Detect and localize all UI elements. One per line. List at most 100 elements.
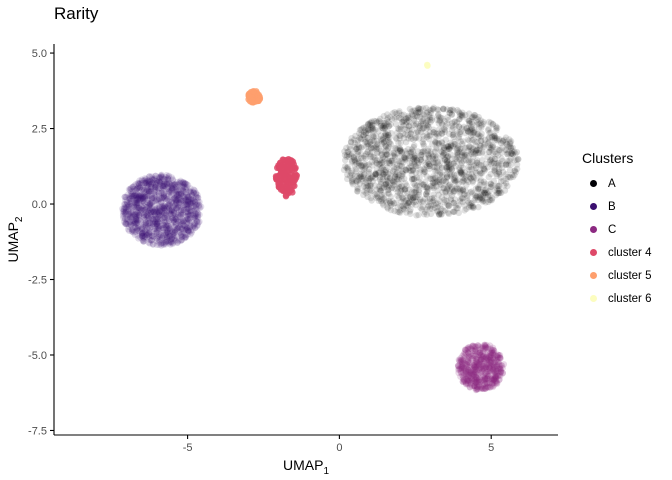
data-point	[477, 194, 484, 202]
data-point	[489, 133, 496, 140]
data-point	[438, 138, 445, 146]
data-point	[423, 206, 430, 213]
data-point	[412, 189, 419, 196]
data-point	[460, 164, 467, 172]
data-point	[465, 120, 473, 127]
data-point	[397, 207, 404, 214]
data-point	[494, 182, 501, 189]
data-point	[419, 111, 427, 118]
data-point	[442, 151, 449, 159]
data-point	[505, 161, 512, 168]
data-point	[343, 164, 350, 172]
data-point	[410, 199, 417, 206]
data-point	[432, 138, 439, 146]
data-point	[435, 139, 442, 147]
data-point	[396, 144, 403, 152]
data-point	[464, 116, 471, 123]
data-point	[356, 174, 363, 181]
data-point	[411, 142, 418, 149]
data-point	[381, 170, 388, 178]
data-point	[433, 183, 440, 190]
data-point	[473, 146, 480, 153]
y-axis-title: UMAP2	[5, 216, 25, 262]
legend-key	[582, 175, 604, 192]
data-point	[446, 187, 453, 194]
data-point	[477, 117, 484, 124]
legend-swatch	[589, 272, 597, 279]
data-point	[425, 202, 432, 209]
data-point	[481, 166, 488, 173]
legend-item: B	[582, 195, 651, 218]
data-point	[344, 152, 351, 159]
data-point	[160, 203, 168, 210]
data-point	[355, 157, 362, 164]
data-point	[364, 149, 371, 156]
data-point	[482, 190, 489, 197]
data-point	[480, 181, 488, 188]
y-tick-label: -5.0	[28, 350, 47, 362]
data-point	[421, 211, 428, 218]
data-point	[437, 202, 444, 210]
data-point	[392, 121, 400, 128]
data-point	[464, 194, 471, 201]
data-point	[450, 187, 458, 195]
data-point	[398, 186, 405, 193]
data-point	[443, 197, 450, 205]
data-point	[401, 186, 408, 193]
data-point	[420, 136, 427, 143]
data-point	[473, 159, 481, 166]
data-point	[388, 201, 395, 208]
data-point	[435, 162, 443, 169]
data-point	[417, 120, 425, 127]
data-point	[466, 173, 473, 180]
data-point	[447, 106, 454, 114]
data-point	[495, 187, 502, 194]
data-point	[250, 88, 257, 95]
data-point	[452, 141, 459, 148]
data-point	[458, 168, 466, 176]
data-point	[408, 111, 416, 118]
data-point	[469, 131, 477, 139]
data-point	[386, 175, 394, 182]
data-point	[408, 108, 415, 115]
y-tick-label: 0.0	[32, 199, 47, 211]
data-point	[494, 190, 501, 197]
data-point	[434, 159, 441, 167]
data-point	[412, 163, 419, 170]
data-point	[430, 159, 437, 167]
data-point	[478, 122, 485, 129]
data-point	[434, 187, 441, 194]
data-point	[480, 120, 487, 128]
data-point	[348, 159, 356, 166]
data-point	[386, 139, 393, 147]
data-point	[383, 116, 390, 124]
data-point	[443, 158, 451, 165]
data-point	[461, 152, 468, 159]
data-point	[392, 145, 399, 152]
data-point	[469, 177, 476, 185]
data-point	[436, 211, 443, 218]
data-point	[500, 169, 507, 176]
data-point	[448, 120, 456, 127]
data-point	[504, 173, 511, 181]
data-point	[387, 199, 394, 207]
legend-swatch	[589, 203, 597, 210]
data-point	[424, 147, 432, 154]
data-point	[465, 128, 472, 136]
data-point	[469, 126, 476, 133]
data-point	[411, 134, 419, 142]
data-point	[489, 367, 496, 374]
data-point	[431, 201, 438, 208]
data-point	[132, 211, 139, 218]
data-point	[410, 136, 417, 143]
data-point	[473, 175, 480, 182]
data-point	[462, 111, 469, 119]
data-point	[378, 122, 385, 129]
data-point	[386, 182, 393, 189]
data-point	[379, 170, 387, 178]
data-point	[149, 176, 156, 183]
data-point	[414, 107, 422, 114]
data-point	[497, 140, 505, 147]
data-point	[486, 359, 493, 366]
data-point	[456, 146, 463, 153]
